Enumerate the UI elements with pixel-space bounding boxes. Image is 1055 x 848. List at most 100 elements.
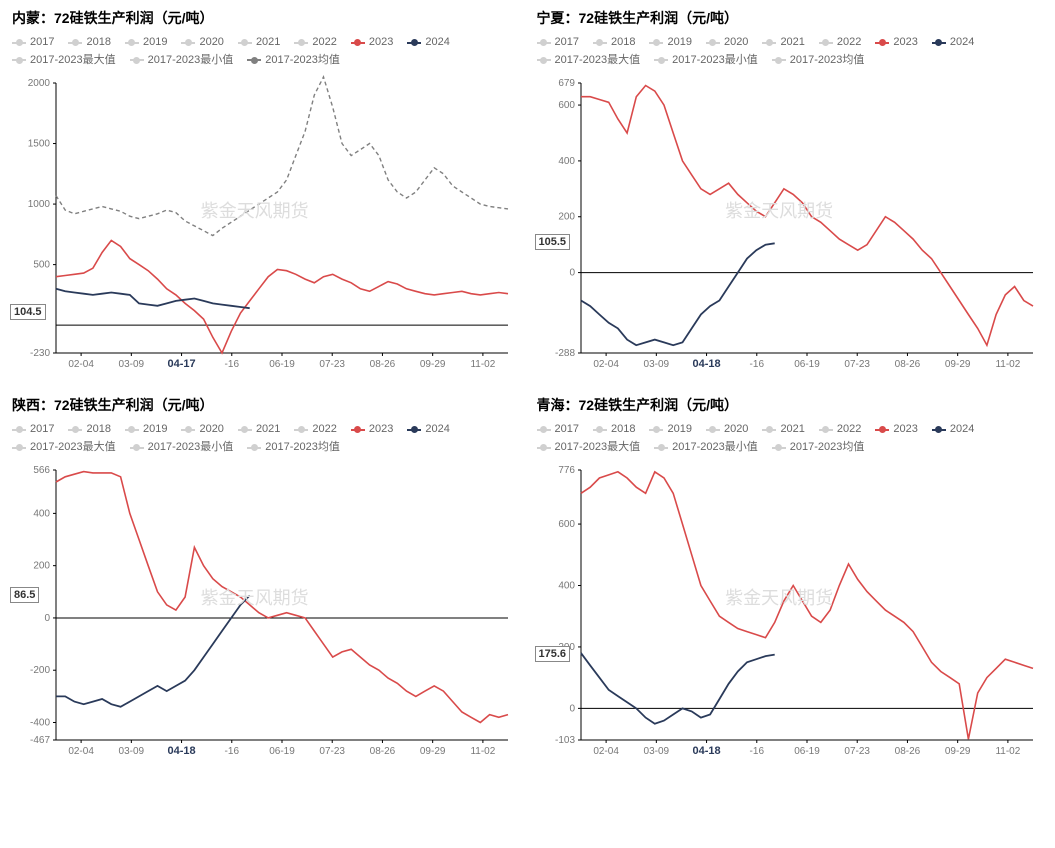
legend-label: 2019	[667, 34, 691, 52]
series-2023	[581, 472, 1033, 739]
legend-item[interactable]: 2017	[12, 34, 54, 52]
y-tick-label: 500	[33, 260, 50, 271]
legend-label: 2020	[199, 421, 223, 439]
legend-label: 2022	[312, 421, 336, 439]
x-tick-label: 08-26	[370, 746, 396, 757]
series-2023	[56, 241, 508, 354]
legend-item[interactable]: 2018	[68, 34, 110, 52]
legend-item[interactable]: 2017-2023均值	[247, 52, 340, 70]
legend-item[interactable]: 2017-2023最大值	[537, 439, 641, 457]
legend-item[interactable]: 2023	[351, 34, 393, 52]
legend-item[interactable]: 2019	[649, 34, 691, 52]
legend-item[interactable]: 2017	[537, 421, 579, 439]
legend-item[interactable]: 2017-2023最大值	[12, 52, 116, 70]
legend-item[interactable]: 2024	[932, 34, 974, 52]
legend-label: 2018	[611, 34, 635, 52]
x-tick-label: 03-09	[119, 746, 145, 757]
legend-label: 2023	[369, 34, 393, 52]
chart-area[interactable]: -23050010001500200002-0403-0904-17-1606-…	[8, 75, 523, 375]
x-tick-label: 08-26	[894, 359, 920, 370]
x-tick-label: 07-23	[319, 746, 345, 757]
y-tick-label: 400	[33, 509, 50, 520]
y-tick-label: 600	[558, 519, 575, 530]
legend-label: 2017-2023最小值	[148, 439, 234, 457]
legend-item[interactable]: 2018	[68, 421, 110, 439]
legend-item[interactable]: 2017-2023最小值	[654, 52, 758, 70]
legend-item[interactable]: 2019	[125, 34, 167, 52]
legend-item[interactable]: 2021	[762, 34, 804, 52]
legend-item[interactable]: 2021	[238, 34, 280, 52]
x-tick-label: 03-09	[643, 746, 669, 757]
legend-item[interactable]: 2017-2023最大值	[12, 439, 116, 457]
legend-item[interactable]: 2022	[819, 34, 861, 52]
x-tick-label: 02-04	[68, 746, 94, 757]
cursor-y-value: 175.6	[535, 646, 571, 662]
y-tick-label: 566	[33, 465, 50, 476]
legend-item[interactable]: 2022	[294, 34, 336, 52]
legend-item[interactable]: 2024	[932, 421, 974, 439]
legend-label: 2024	[950, 421, 974, 439]
legend-item[interactable]: 2024	[407, 421, 449, 439]
legend-label: 2017-2023均值	[790, 52, 865, 70]
legend-item[interactable]: 2019	[125, 421, 167, 439]
x-tick-label: 06-19	[269, 746, 295, 757]
legend-label: 2017-2023最小值	[672, 439, 758, 457]
x-tick-label: -16	[749, 746, 764, 757]
legend-item[interactable]: 2017-2023最小值	[130, 52, 234, 70]
legend-item[interactable]: 2023	[875, 421, 917, 439]
legend-label: 2017-2023最大值	[30, 439, 116, 457]
legend-item[interactable]: 2024	[407, 34, 449, 52]
x-tick-label: -16	[225, 746, 240, 757]
y-tick-label: -230	[30, 348, 50, 359]
x-tick-label: 09-29	[420, 359, 446, 370]
x-tick-label: 11-02	[470, 359, 495, 370]
legend-label: 2021	[256, 421, 280, 439]
legend-item[interactable]: 2021	[762, 421, 804, 439]
panel-ningxia: 宁夏：72硅铁生产利润（元/吨） 2017 2018 2019 2020 202…	[533, 8, 1048, 375]
y-tick-label: 776	[558, 465, 575, 476]
legend-label: 2018	[86, 421, 110, 439]
x-tick-label: 08-26	[370, 359, 396, 370]
legend-item[interactable]: 2023	[351, 421, 393, 439]
legend-item[interactable]: 2018	[593, 34, 635, 52]
x-tick-label: 02-04	[68, 359, 94, 370]
legend-label: 2019	[143, 34, 167, 52]
chart-svg: -23050010001500200002-0403-0904-17-1606-…	[8, 75, 518, 375]
legend-item[interactable]: 2018	[593, 421, 635, 439]
legend-item[interactable]: 2017-2023均值	[772, 439, 865, 457]
cursor-y-value: 86.5	[10, 587, 39, 603]
legend-label: 2019	[143, 421, 167, 439]
cursor-y-value: 105.5	[535, 234, 571, 250]
legend-item[interactable]: 2022	[294, 421, 336, 439]
legend-item[interactable]: 2017-2023最大值	[537, 52, 641, 70]
legend-item[interactable]: 2020	[706, 421, 748, 439]
legend-item[interactable]: 2021	[238, 421, 280, 439]
legend-item[interactable]: 2020	[181, 34, 223, 52]
legend-item[interactable]: 2017	[12, 421, 54, 439]
legend-label: 2021	[256, 34, 280, 52]
cursor-x-label: 04-18	[692, 745, 720, 757]
series-2023	[56, 472, 508, 723]
legend-item[interactable]: 2020	[181, 421, 223, 439]
legend-item[interactable]: 2023	[875, 34, 917, 52]
legend-item[interactable]: 2017-2023均值	[247, 439, 340, 457]
chart-area[interactable]: -103020040060077602-0403-0904-18-1606-19…	[533, 462, 1048, 762]
legend-label: 2017	[555, 421, 579, 439]
legend-item[interactable]: 2017-2023最小值	[654, 439, 758, 457]
legend-label: 2018	[611, 421, 635, 439]
legend-item[interactable]: 2017-2023均值	[772, 52, 865, 70]
y-tick-label: -103	[554, 735, 574, 746]
legend-item[interactable]: 2019	[649, 421, 691, 439]
x-tick-label: 07-23	[844, 359, 870, 370]
legend-item[interactable]: 2020	[706, 34, 748, 52]
legend-item[interactable]: 2017	[537, 34, 579, 52]
x-tick-label: 11-02	[995, 746, 1020, 757]
y-tick-label: 1000	[28, 199, 51, 210]
legend-item[interactable]: 2022	[819, 421, 861, 439]
y-tick-label: 400	[558, 581, 575, 592]
chart-area[interactable]: -288020040060067902-0403-0904-18-1606-19…	[533, 75, 1048, 375]
x-tick-label: 03-09	[119, 359, 145, 370]
legend-label: 2020	[724, 421, 748, 439]
legend-item[interactable]: 2017-2023最小值	[130, 439, 234, 457]
chart-area[interactable]: -467-400-200020040056602-0403-0904-18-16…	[8, 462, 523, 762]
